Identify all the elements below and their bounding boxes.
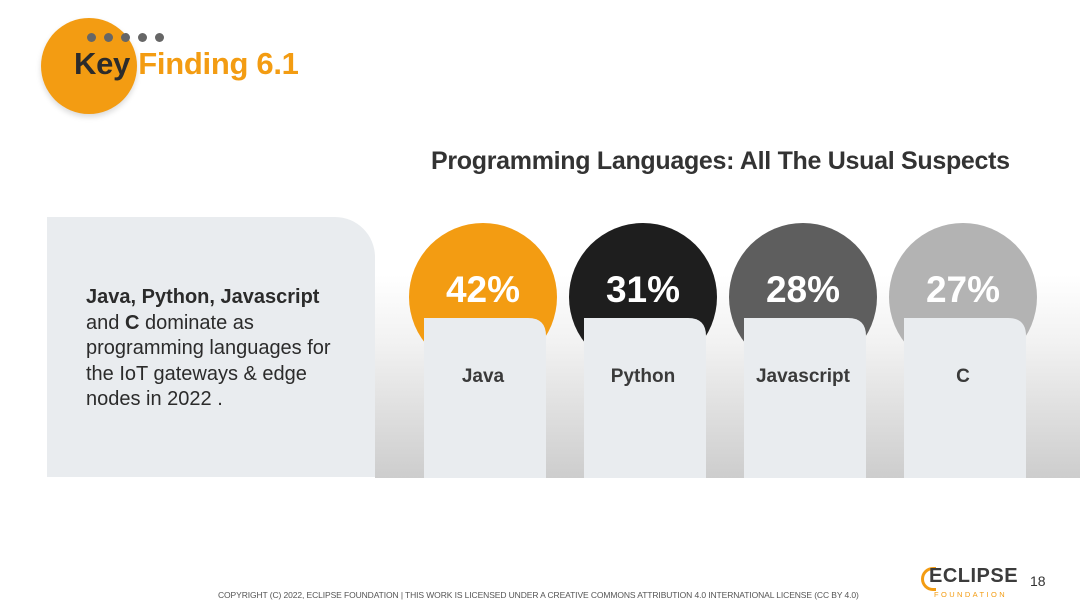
value-label: 28%: [766, 269, 840, 310]
value-label: 31%: [606, 269, 680, 310]
category-label: C: [956, 366, 970, 387]
key-finding-title-number: Finding 6.1: [138, 46, 299, 81]
category-card: [904, 318, 1026, 478]
eclipse-logo-subtext: FOUNDATION: [934, 590, 1008, 599]
eclipse-logo-text: ECLIPSE: [929, 565, 1019, 587]
page-number: 18: [1030, 573, 1046, 589]
chart-item-python: 31% Python: [569, 223, 717, 478]
chart-title: Programming Languages: All The Usual Sus…: [431, 147, 1010, 175]
dot-icon: [155, 33, 164, 42]
category-card: [744, 318, 866, 478]
category-card: [584, 318, 706, 478]
summary-text: Java, Python, Javascript and C dominate a…: [86, 285, 356, 413]
category-card: [424, 318, 546, 478]
chart-item-c: 27% C: [889, 223, 1037, 478]
summary-bold-languages: Java, Python, Javascript: [86, 286, 320, 308]
summary-bold-c: C: [124, 311, 140, 334]
category-label: Javascript: [756, 366, 851, 387]
summary-text-rest: dominate as programming languages for th…: [86, 311, 331, 411]
category-label: Python: [611, 366, 675, 387]
dot-icon: [121, 33, 130, 42]
value-label: 27%: [926, 269, 1000, 310]
copyright-footer: COPYRIGHT (C) 2022, ECLIPSE FOUNDATION |…: [218, 590, 859, 600]
dot-icon: [104, 33, 113, 42]
key-finding-title: Key Finding 6.1: [74, 46, 299, 82]
category-label: Java: [462, 366, 505, 387]
summary-text-and: and: [86, 311, 125, 334]
key-finding-title-key: Key: [74, 46, 130, 81]
chart-item-java: 42% Java: [409, 223, 557, 478]
dot-icon: [87, 33, 96, 42]
eclipse-logo-icon: [921, 567, 936, 591]
value-label: 42%: [446, 269, 520, 310]
decorative-dots: [87, 33, 164, 42]
dot-icon: [138, 33, 147, 42]
summary-card: [47, 217, 375, 477]
chart-item-javascript: 28% Javascript: [729, 223, 877, 478]
